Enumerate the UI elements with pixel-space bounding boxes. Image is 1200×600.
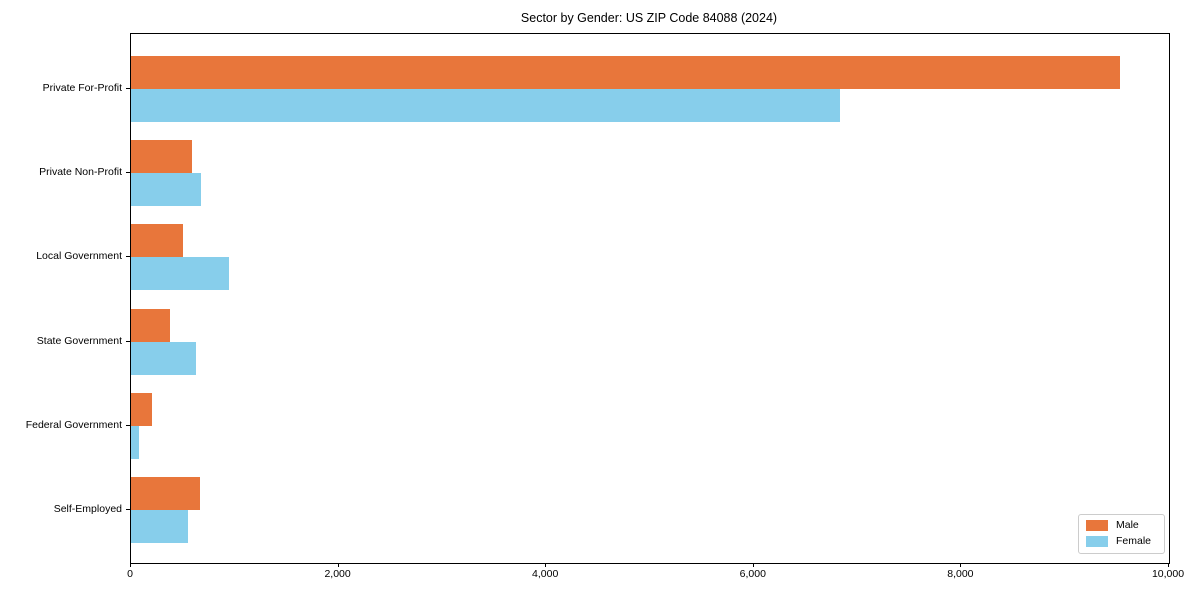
x-tick-label: 8,000 — [947, 568, 974, 580]
x-tick-label: 2,000 — [324, 568, 351, 580]
x-tick-label: 0 — [127, 568, 133, 580]
x-tick-mark — [752, 563, 754, 567]
bar-female-4 — [131, 341, 197, 375]
bar-female-3 — [131, 257, 230, 291]
y-tick-mark — [126, 509, 130, 511]
x-tick-label: 6,000 — [739, 568, 766, 580]
y-tick-label: Private Non-Profit — [39, 166, 122, 179]
y-tick-mark — [126, 172, 130, 174]
legend-label-female: Female — [1115, 535, 1151, 547]
x-tick-label: 10,000 — [1151, 568, 1185, 580]
bar-female-2 — [131, 173, 201, 207]
x-tick-label: 4,000 — [532, 568, 559, 580]
bar-male-1 — [131, 56, 1121, 89]
bar-male-4 — [131, 308, 170, 342]
y-tick-mark — [126, 256, 130, 258]
y-tick-label: Self-Employed — [53, 503, 122, 516]
bar-female-5 — [131, 425, 139, 459]
bar-female-1 — [131, 89, 840, 122]
x-tick-mark — [1168, 563, 1169, 567]
legend-entry-female: Female — [1085, 535, 1155, 547]
female-swatch-icon — [1085, 536, 1108, 547]
y-tick-mark — [126, 88, 130, 89]
x-tick-mark — [130, 563, 131, 567]
bar-female-6 — [131, 510, 188, 544]
bar-male-2 — [131, 140, 193, 174]
x-tick-mark — [960, 563, 962, 567]
y-tick-mark — [126, 424, 130, 426]
bar-male-5 — [131, 392, 153, 426]
legend-entry-male: Male — [1085, 519, 1155, 531]
y-tick-label: Federal Government — [25, 418, 122, 431]
y-tick-label: Private For-Profit — [42, 82, 122, 94]
bar-male-6 — [131, 477, 200, 511]
male-swatch-icon — [1085, 520, 1108, 531]
bar-male-3 — [131, 224, 183, 258]
y-tick-label: Local Government — [36, 250, 122, 263]
x-tick-mark — [337, 563, 339, 567]
chart-title: Sector by Gender: US ZIP Code 84088 (202… — [520, 11, 778, 25]
legend-label-male: Male — [1115, 519, 1139, 531]
plot-area: Male Female — [130, 33, 1170, 564]
legend: Male Female — [1077, 514, 1165, 554]
y-tick-label: State Government — [36, 334, 122, 347]
x-tick-mark — [545, 563, 547, 567]
y-tick-mark — [126, 340, 130, 342]
